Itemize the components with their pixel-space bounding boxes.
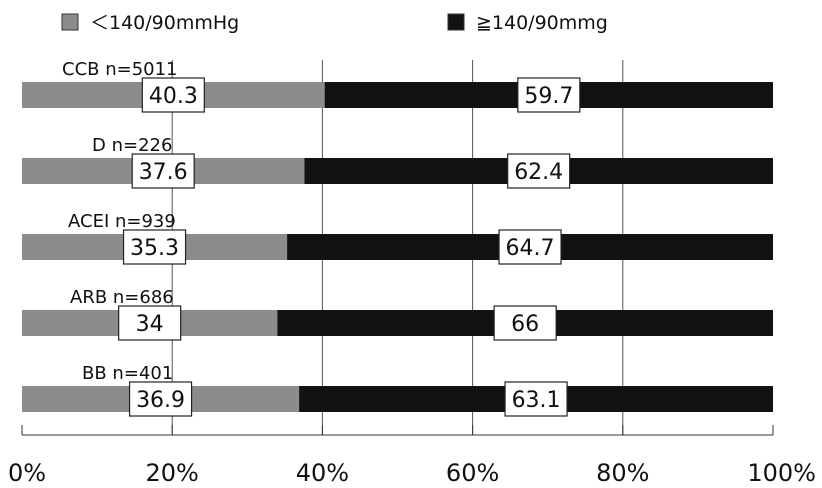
legend-swatch-1 bbox=[61, 13, 79, 31]
category-label-1: CCB n=5011 bbox=[62, 59, 178, 80]
category-label-3: ACEI n=939 bbox=[68, 211, 176, 232]
data-label-box-2-2 bbox=[507, 153, 571, 189]
category-labels: CCB n=5011 D n=226 ACEI n=939 ARB n=686 BB n… bbox=[62, 59, 178, 384]
legend-label-1: ＜140/90mmHg bbox=[90, 12, 239, 34]
data-label-1-2: 59.7 bbox=[524, 84, 573, 109]
data-label-box-5-1 bbox=[128, 381, 193, 417]
x-tick-label-2: 20% bbox=[146, 459, 199, 487]
data-label-box-5-2 bbox=[504, 381, 568, 417]
category-label-4: ARB n=686 bbox=[70, 287, 174, 308]
data-label-1-1: 40.3 bbox=[149, 84, 198, 109]
data-label-box-3-2 bbox=[498, 229, 562, 265]
category-label-2: D n=226 bbox=[92, 135, 172, 156]
data-label-box-1-1 bbox=[141, 77, 205, 113]
x-tick-label-5: 80% bbox=[596, 459, 649, 487]
data-label-5-1: 36.9 bbox=[136, 388, 185, 413]
data-label-2-2: 62.4 bbox=[514, 160, 563, 185]
data-label-box-4-1 bbox=[118, 305, 182, 341]
x-axis: 0% 20% 40% 60% 80% 100% bbox=[8, 425, 816, 487]
data-label-box-1-2 bbox=[517, 77, 581, 113]
category-label-5: BB n=401 bbox=[82, 363, 173, 384]
data-labels: 40.3 59.7 37.6 62.4 35.3 64.7 34 66 36.9 63.1 bbox=[118, 77, 581, 417]
x-tick-label-4: 60% bbox=[446, 459, 499, 487]
data-label-3-2: 64.7 bbox=[506, 236, 555, 261]
legend-swatch-2 bbox=[447, 13, 465, 31]
data-label-box-2-1 bbox=[131, 153, 195, 189]
x-tick-label-1: 0% bbox=[8, 459, 46, 487]
legend: ＜140/90mmHg ≧140/90mmg bbox=[61, 12, 608, 34]
data-label-box-3-1 bbox=[122, 229, 187, 265]
x-tick-label-6: 100% bbox=[747, 459, 816, 487]
data-label-5-2: 63.1 bbox=[512, 388, 561, 413]
data-label-box-4-2 bbox=[493, 305, 557, 341]
x-tick-label-3: 40% bbox=[296, 459, 349, 487]
legend-label-2: ≧140/90mmg bbox=[476, 12, 608, 34]
data-label-4-1: 34 bbox=[136, 312, 164, 337]
data-label-2-1: 37.6 bbox=[139, 160, 188, 185]
data-label-4-2: 66 bbox=[511, 312, 539, 337]
data-label-3-1: 35.3 bbox=[130, 236, 179, 261]
